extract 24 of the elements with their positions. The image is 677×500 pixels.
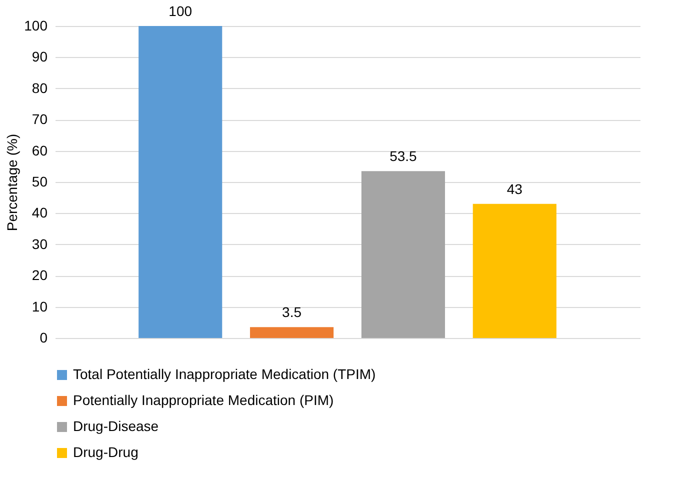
legend-label: Drug-Disease [73, 418, 159, 434]
legend-label: Drug-Drug [73, 444, 138, 460]
data-label: 3.5 [282, 304, 302, 320]
y-tick-label: 30 [32, 236, 48, 252]
bar [472, 204, 556, 338]
y-tick-label: 20 [32, 267, 48, 284]
y-axis-title: Percentage (%) [4, 134, 20, 232]
y-tick-label: 0 [40, 330, 48, 346]
y-tick-label: 50 [32, 174, 48, 190]
data-label: 53.5 [390, 148, 418, 164]
y-tick-label: 90 [32, 48, 48, 65]
bar [138, 26, 222, 338]
y-tick-label: 60 [32, 142, 48, 158]
y-tick-label: 100 [24, 18, 48, 34]
bar [250, 327, 334, 338]
y-tick-label: 40 [32, 204, 48, 221]
data-label: 43 [506, 180, 523, 197]
legend-label: Potentially Inappropriate Medication (PIM) [73, 392, 334, 408]
bar [361, 171, 445, 338]
data-label: 100 [168, 3, 192, 19]
y-tick-label: 70 [32, 111, 48, 128]
y-tick-label: 80 [32, 80, 48, 96]
legend-label: Total Potentially Inappropriate Medication (TPIM) [73, 366, 376, 382]
y-tick-label: 10 [32, 298, 48, 314]
